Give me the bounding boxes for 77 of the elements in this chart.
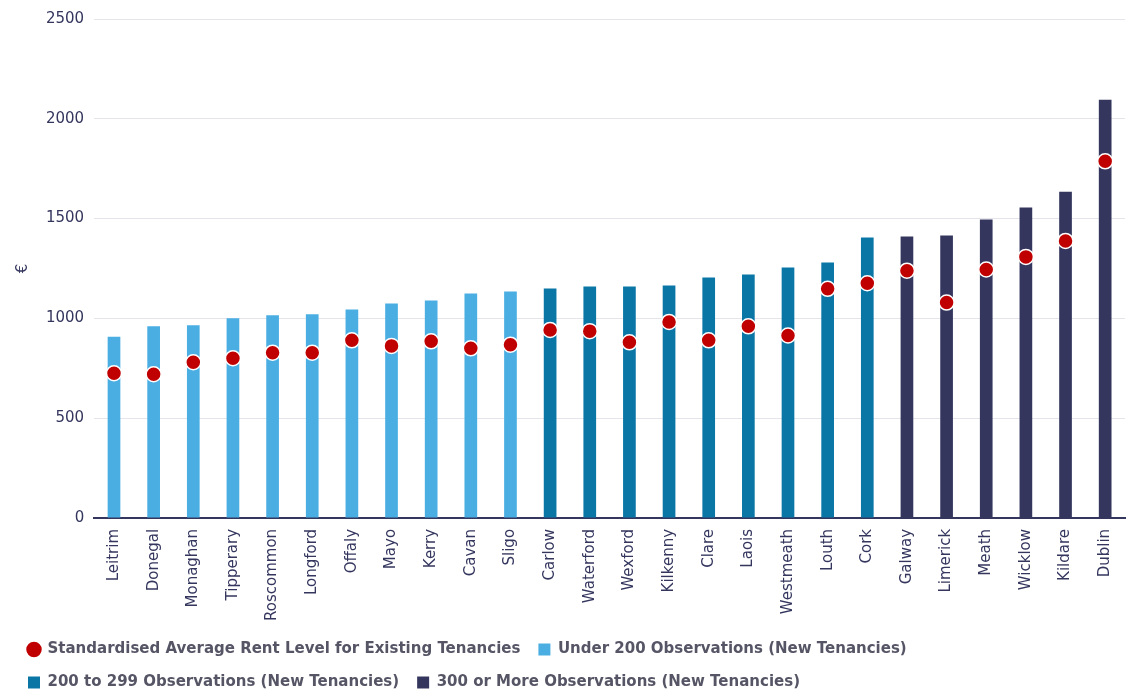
y-tick-label: 1500 bbox=[45, 208, 85, 227]
x-tick-label: Westmeath bbox=[777, 528, 796, 615]
bar bbox=[742, 274, 755, 518]
point bbox=[343, 332, 361, 349]
bar bbox=[424, 300, 438, 518]
bar bbox=[623, 286, 636, 518]
point bbox=[383, 337, 400, 355]
x-tick-label: Mayo bbox=[381, 528, 400, 570]
legend-label: 200 to 299 Observations (New Tenancies) bbox=[47, 672, 400, 691]
x-tick-label: Louth bbox=[817, 528, 836, 572]
x-tick-label: Dublin bbox=[1095, 528, 1114, 578]
point bbox=[700, 332, 717, 349]
bar bbox=[860, 237, 874, 518]
point bbox=[740, 318, 757, 335]
bar bbox=[821, 262, 834, 518]
bar bbox=[305, 314, 319, 518]
point bbox=[859, 274, 876, 292]
y-tick-label: 1000 bbox=[45, 308, 85, 327]
y-tick-label: 2500 bbox=[45, 8, 85, 27]
x-tick-label: Clare bbox=[698, 528, 717, 568]
bar bbox=[702, 277, 716, 518]
x-tick-label: Meath bbox=[976, 528, 995, 576]
bar bbox=[583, 286, 597, 518]
point bbox=[303, 344, 321, 361]
bar bbox=[464, 293, 478, 518]
point bbox=[1057, 232, 1074, 250]
point bbox=[422, 333, 440, 350]
x-tick-label: Tipperary bbox=[222, 528, 241, 602]
x-tick-label: Cork bbox=[857, 528, 876, 564]
x-tick-label: Wicklow bbox=[1015, 528, 1034, 591]
bar bbox=[504, 291, 517, 518]
point bbox=[264, 344, 281, 361]
point bbox=[502, 336, 519, 353]
legend-label: Standardised Average Rent Level for Existing Tenancies bbox=[47, 639, 521, 658]
x-tick-label: Galway bbox=[896, 528, 915, 585]
bar bbox=[186, 325, 200, 518]
point bbox=[977, 261, 995, 278]
x-tick-label: Sligo bbox=[500, 528, 519, 566]
x-tick-label: Donegal bbox=[143, 528, 162, 592]
point bbox=[462, 340, 480, 357]
x-tick-label: Wexford bbox=[619, 528, 638, 591]
y-tick-label: 0 bbox=[74, 507, 85, 526]
y-tick-label: 2000 bbox=[45, 108, 85, 127]
x-tick-label: Limerick bbox=[936, 528, 955, 593]
point bbox=[581, 322, 599, 340]
point bbox=[819, 280, 836, 298]
x-tick-label: Laois bbox=[738, 528, 757, 568]
legend-label: 300 or More Observations (New Tenancies) bbox=[436, 672, 801, 691]
y-tick-label: 500 bbox=[55, 408, 85, 427]
x-tick-label: Roscommon bbox=[262, 528, 281, 622]
point bbox=[1096, 153, 1114, 170]
x-tick-label: Cavan bbox=[460, 528, 479, 577]
bar bbox=[385, 303, 398, 518]
bar bbox=[266, 315, 279, 518]
point bbox=[898, 262, 916, 279]
point bbox=[779, 327, 797, 344]
point bbox=[224, 350, 242, 367]
point bbox=[185, 354, 202, 371]
x-tick-label: Carlow bbox=[540, 528, 559, 581]
x-tick-label: Kildare bbox=[1055, 528, 1074, 581]
x-tick-label: Waterford bbox=[579, 528, 598, 604]
point bbox=[105, 364, 123, 382]
point bbox=[621, 334, 638, 351]
bar bbox=[147, 326, 160, 518]
point bbox=[938, 294, 955, 311]
point bbox=[660, 313, 678, 331]
point bbox=[145, 365, 162, 383]
x-tick-label: Monaghan bbox=[183, 528, 202, 608]
x-tick-label: Kilkenny bbox=[658, 528, 677, 593]
x-tick-label: Longford bbox=[302, 528, 321, 596]
legend-label: Under 200 Observations (New Tenancies) bbox=[557, 639, 907, 658]
y-axis-title: € bbox=[12, 263, 31, 274]
point bbox=[541, 321, 559, 339]
point bbox=[1017, 248, 1035, 266]
x-tick-label: Kerry bbox=[421, 528, 440, 569]
x-tick-label: Offaly bbox=[341, 528, 360, 574]
x-tick-label: Leitrim bbox=[103, 528, 122, 582]
